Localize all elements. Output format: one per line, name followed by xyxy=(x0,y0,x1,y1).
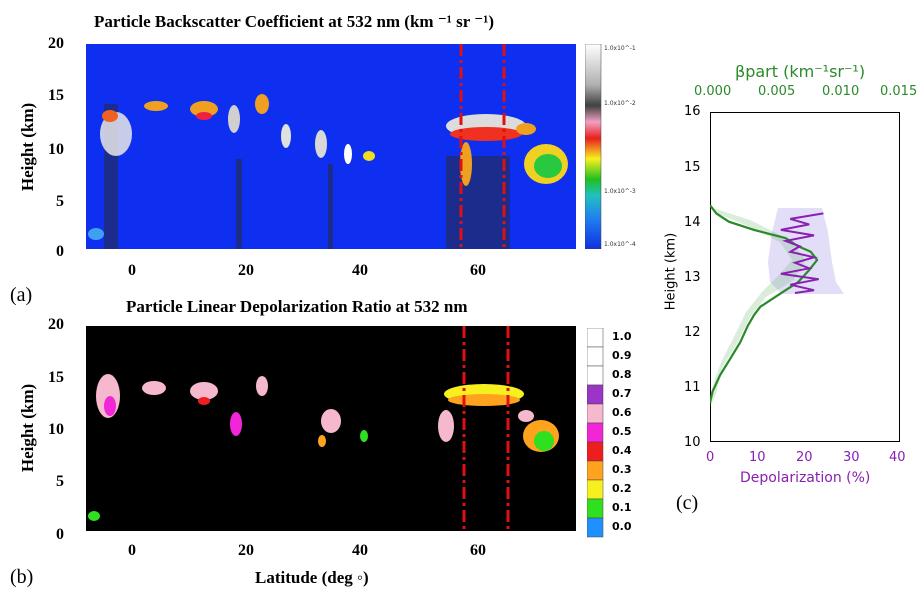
panel-b-ytick: 5 xyxy=(56,473,64,490)
panel-c-top-tick: 0.015 xyxy=(880,84,918,99)
panel-c-top-label: βpart (km⁻¹sr⁻¹) xyxy=(735,62,866,81)
depol-line xyxy=(780,212,824,294)
panel-c-ytick: 14 xyxy=(684,215,701,230)
colorbar-swatch xyxy=(587,346,604,367)
panel-a-plot xyxy=(86,44,576,249)
panel-b-ytick: 20 xyxy=(48,316,64,333)
panel-a-columns xyxy=(104,104,510,249)
panel-a-ytick: 10 xyxy=(48,141,64,158)
panel-c-ytick: 11 xyxy=(684,380,701,395)
panel-b-colorbar-label: 0.5 xyxy=(612,425,632,438)
panel-b-ylabel: Height (km) xyxy=(18,383,37,473)
panel-b-ytick: 0 xyxy=(56,526,64,543)
beta-line xyxy=(710,204,819,403)
panel-c-ytick: 12 xyxy=(684,325,701,340)
panel-b-colorbar-label: 0.8 xyxy=(612,368,632,381)
panel-a-clouds xyxy=(88,94,568,240)
panel-b-xtick: 20 xyxy=(238,542,254,559)
panel-b-xtick: 0 xyxy=(128,542,136,559)
panel-c-letter: (c) xyxy=(676,492,699,514)
panel-a-title: Particle Backscatter Coefficient at 532 … xyxy=(94,12,494,31)
panel-c-bottom-tick: 30 xyxy=(843,450,860,465)
panel-b-colorbar-label: 0.7 xyxy=(612,387,632,400)
panel-c-bottom-tick: 40 xyxy=(889,450,906,465)
panel-a-ylabel: Height (km) xyxy=(18,102,37,192)
panel-a-colorbar-label: 1.0x10^-2 xyxy=(604,100,636,107)
panel-b-colorbar-label: 0.1 xyxy=(612,501,632,514)
panel-c-top-tick: 0.005 xyxy=(758,84,796,99)
panel-b-colorbar-label: 0.6 xyxy=(612,406,632,419)
panel-a-xtick: 20 xyxy=(238,262,254,279)
colorbar-swatch xyxy=(587,403,604,424)
panel-c-plot xyxy=(710,112,900,442)
panel-b-colorbar-label: 0.2 xyxy=(612,482,632,495)
panel-b-colorbar-label: 1.0 xyxy=(612,330,632,343)
panel-c-ytick: 13 xyxy=(684,270,701,285)
panel-b-xlabel: Latitude (deg ◦) xyxy=(255,568,369,587)
beta-uncertainty-band xyxy=(710,207,806,407)
panel-a-ytick: 5 xyxy=(56,193,64,210)
panel-b-title: Particle Linear Depolarization Ratio at … xyxy=(126,297,468,316)
panel-a-colorbar-label: 1.0x10^-4 xyxy=(604,241,636,248)
colorbar-swatch xyxy=(587,422,604,443)
panel-c-ytick: 10 xyxy=(684,435,701,450)
panel-c-ytick: 15 xyxy=(684,160,701,175)
panel-c-top-tick: 0.010 xyxy=(822,84,860,99)
panel-c-top-tick: 0.000 xyxy=(694,84,732,99)
colorbar-swatch xyxy=(587,460,604,481)
panel-a-ytick: 15 xyxy=(48,87,64,104)
panel-b-letter: (b) xyxy=(10,566,34,588)
panel-b-colorbar-label: 0.0 xyxy=(612,520,632,533)
colorbar-swatch xyxy=(587,498,604,519)
colorbar-swatch xyxy=(587,328,604,348)
panel-b-xtick: 60 xyxy=(470,542,486,559)
panel-b-colorbar-label: 0.4 xyxy=(612,444,632,457)
panel-a-xtick: 60 xyxy=(470,262,486,279)
panel-c-bottom-tick: 20 xyxy=(796,450,813,465)
panel-a-xtick: 40 xyxy=(352,262,368,279)
panel-b-plot xyxy=(86,326,576,531)
panel-a-ytick: 20 xyxy=(48,35,64,52)
panel-a-ytick: 0 xyxy=(56,243,64,260)
panel-a-xtick: 0 xyxy=(128,262,136,279)
panel-c-ytick: 16 xyxy=(684,104,701,119)
panel-a-colorbar xyxy=(585,44,602,249)
panel-b-colorbar-label: 0.9 xyxy=(612,349,632,362)
panel-a-colorbar-label: 1.0x10^-1 xyxy=(604,45,636,52)
panel-c-ylabel: Height (km) xyxy=(663,232,679,311)
panel-a-letter: (a) xyxy=(10,284,33,306)
colorbar-swatch xyxy=(587,365,604,386)
colorbar-swatch xyxy=(587,517,604,538)
panel-c-bottom-label: Depolarization (%) xyxy=(740,470,871,486)
panel-b-ytick: 10 xyxy=(48,421,64,438)
panel-b-colorbar-label: 0.3 xyxy=(612,463,632,476)
panel-b-ytick: 15 xyxy=(48,369,64,386)
panel-b-colorbar xyxy=(587,328,604,538)
colorbar-swatch xyxy=(587,479,604,500)
panel-a-colorbar-label: 1.0x10^-3 xyxy=(604,188,636,195)
colorbar-swatch xyxy=(587,384,604,405)
panel-c-bottom-tick: 0 xyxy=(706,450,715,465)
panel-c-bottom-tick: 10 xyxy=(749,450,766,465)
panel-b-xtick: 40 xyxy=(352,542,368,559)
colorbar-swatch xyxy=(587,441,604,462)
